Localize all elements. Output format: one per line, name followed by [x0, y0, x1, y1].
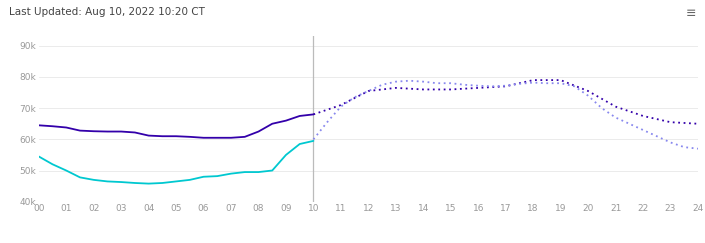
Text: Last Updated: Aug 10, 2022 10:20 CT: Last Updated: Aug 10, 2022 10:20 CT [9, 7, 205, 17]
Text: ≡: ≡ [686, 7, 697, 20]
